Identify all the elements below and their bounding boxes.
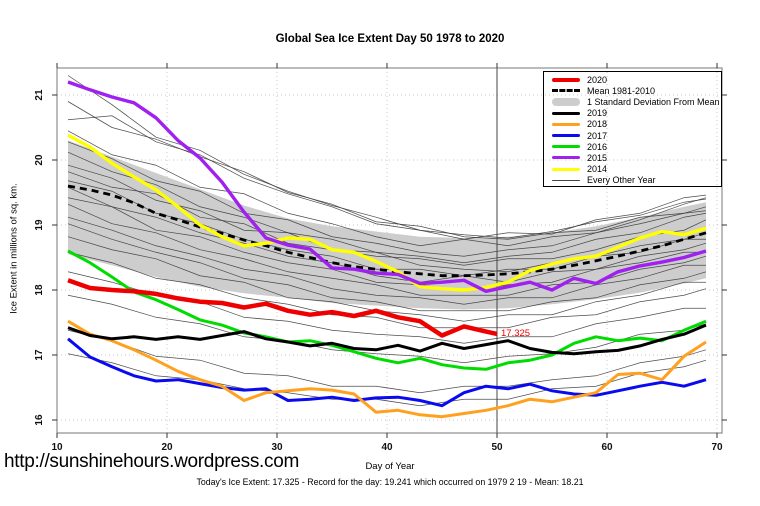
series-2019 [67,323,707,356]
chart-legend: 2020 Mean 1981-2010 1 Standard Deviation F… [543,71,722,187]
every-other-year-line [67,141,707,257]
legend-item: 2020 [544,74,721,85]
legend-swatch [552,179,580,181]
legend-sample-line [551,111,581,115]
legend-swatch [552,156,580,160]
x-tick-label: 20 [161,442,173,453]
legend-label: 2020 [587,74,608,85]
watermark-url: http://sunshinehours.wordpress.com [4,451,300,472]
every-other-year-line [67,115,707,240]
plot-border [56,67,723,434]
series-2017 [67,337,707,408]
series-2014 [67,133,707,292]
every-other-year-line [67,180,706,277]
every-other-year-line [67,203,707,296]
series-2020 [67,278,498,338]
legend-swatch [552,134,580,138]
every-other-year-line [67,329,707,394]
legend-swatch [552,111,580,115]
series-2018 [67,319,707,419]
legend-swatch [552,97,580,106]
legend-label: 2019 [587,108,608,119]
legend-label: 2018 [587,119,608,130]
every-other-year-line [67,216,706,305]
legend-sample-line [551,145,581,149]
current-extent-annotation: 17.325 [501,328,530,339]
series-2015 [67,80,707,293]
legend-sample-line [551,167,581,171]
legend-sample-line [551,179,581,181]
legend-item: 2018 [544,119,721,130]
series-mean-1981-2010 [67,184,707,278]
legend-item: Every Other Year [544,175,721,186]
chart-title: Global Sea Ice Extent Day 50 1978 to 202… [275,33,505,45]
legend-sample-line [551,122,581,126]
legend-sample-band [551,97,581,106]
legend-label: 2017 [587,130,608,141]
y-tick-label: 16 [34,414,45,426]
legend-sample-dashed [551,89,581,93]
legend-swatch [552,167,580,171]
legend-swatch [552,89,580,93]
legend-label: Mean 1981-2010 [587,85,656,96]
y-tick-label: 20 [34,154,45,166]
every-other-year-line [67,353,707,407]
x-tick-label: 60 [601,442,613,453]
legend-label: 2016 [587,141,608,152]
legend-item: 2015 [544,152,721,163]
legend-item: 1 Standard Deviation From Mean [544,96,721,107]
y-tick-label: 17 [34,349,45,361]
legend-swatch [552,122,580,126]
footer-summary: Today's Ice Extent: 17.325 - Record for … [196,477,584,487]
y-tick-label: 18 [34,284,45,296]
every-other-year-line [67,186,707,283]
x-tick-label: 10 [51,442,63,453]
x-tick-label: 50 [491,442,503,453]
legend-sample-line [551,156,581,160]
legend-label: 2014 [587,164,608,175]
legend-label: Every Other Year [587,175,656,186]
x-tick-label: 40 [381,442,393,453]
legend-sample-line [551,134,581,138]
x-tick-label: 30 [271,442,283,453]
every-other-year-line [67,236,706,322]
legend-label: 1 Standard Deviation From Mean [587,96,720,107]
legend-item: 2016 [544,141,721,152]
every-other-year-line [67,223,707,312]
legend-item: 2019 [544,108,721,119]
legend-item: 2014 [544,164,721,175]
every-other-year-line [67,151,707,264]
x-tick-label: 70 [711,442,723,453]
legend-sample-line [551,77,581,82]
y-axis-label: Ice Extent in millions of sq. km. [8,183,20,314]
legend-swatch [552,77,580,82]
legend-item: Mean 1981-2010 [544,85,721,96]
every-other-year-line [67,251,707,329]
every-other-year-line [67,197,706,292]
x-axis-label: Day of Year [365,461,415,472]
legend-swatch [552,145,580,149]
legend-item: 2017 [544,130,721,141]
legend-label: 2015 [587,152,608,163]
series-2016 [67,249,707,371]
y-tick-label: 19 [34,219,45,231]
y-tick-label: 21 [34,89,45,101]
every-other-year-line [67,130,707,247]
